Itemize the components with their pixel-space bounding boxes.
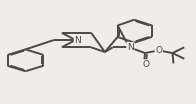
Text: O: O <box>142 60 150 69</box>
Text: O: O <box>155 46 162 55</box>
Text: N: N <box>74 36 81 45</box>
Text: N: N <box>127 43 134 52</box>
